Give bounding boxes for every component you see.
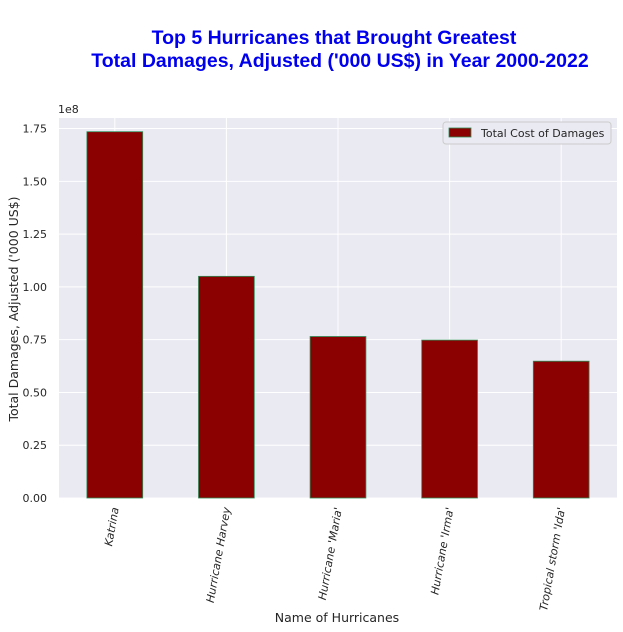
y-tick-label: 0.75 — [23, 334, 48, 347]
x-tick-labels: Katrina Hurricane Harvey Hurricane 'Maria'… — [102, 506, 568, 612]
bars — [86, 131, 590, 499]
y-tick-label: 1.25 — [23, 228, 48, 241]
bar — [198, 275, 255, 499]
bar — [421, 339, 478, 499]
legend-label: Total Cost of Damages — [480, 127, 605, 140]
y-tick-label: 1.00 — [23, 281, 48, 294]
chart-title-line-1: Top 5 Hurricanes that Brought Greatest — [152, 27, 517, 49]
y-axis-label: Total Damages, Adjusted ('000 US$) — [6, 196, 21, 422]
x-tick-label: Tropical storm 'Ida' — [537, 506, 568, 612]
x-tick-label: Hurricane 'Irma' — [428, 506, 456, 596]
y-tick-label: 1.75 — [23, 123, 48, 136]
y-tick-label: 0.00 — [23, 492, 48, 505]
legend: Total Cost of Damages — [442, 121, 612, 145]
x-tick-label: Katrina — [102, 506, 122, 547]
y-scale-label: 1e8 — [58, 103, 79, 116]
x-tick-label: Hurricane Harvey — [204, 506, 234, 604]
x-axis-label: Name of Hurricanes — [275, 610, 399, 625]
legend-box — [442, 121, 612, 145]
x-tick-label: Hurricane 'Maria' — [316, 506, 345, 601]
bar — [309, 336, 367, 499]
y-tick-label: 0.25 — [23, 439, 48, 452]
y-tick-labels: 0.00 0.25 0.50 0.75 1.00 1.25 1.50 1.75 — [23, 123, 48, 505]
y-tick-label: 0.50 — [23, 386, 48, 399]
bar — [532, 360, 590, 499]
chart-title-line-2: Total Damages, Adjusted ('000 US$) in Ye… — [91, 50, 589, 72]
legend-swatch — [448, 127, 472, 138]
bar — [86, 131, 144, 499]
y-tick-label: 1.50 — [23, 175, 48, 188]
